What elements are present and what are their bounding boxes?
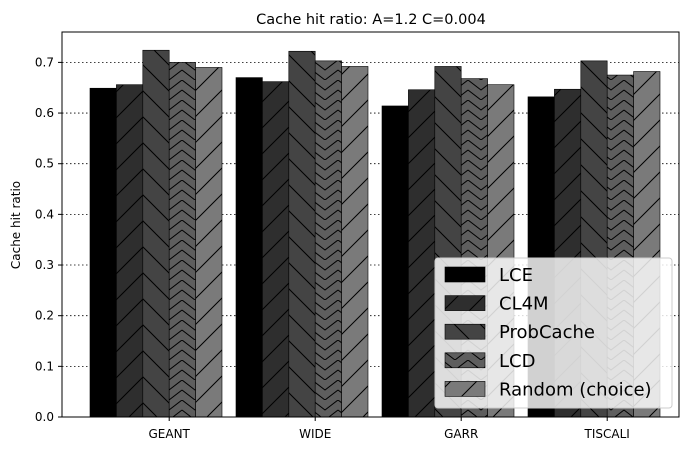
y-tick-label: 0.3 [35,258,54,272]
bar [314,60,342,418]
bar [89,87,117,418]
legend-swatch [444,323,486,340]
y-tick-label: 0.1 [35,359,54,373]
legend-box [434,257,673,409]
bar [341,66,369,418]
bar [408,89,436,418]
y-tick-label: 0.5 [35,157,54,171]
legend-label: LCD [499,351,535,372]
bar [381,105,409,418]
legend-item: ProbCache [444,322,595,343]
x-tick-label: GEANT [148,427,190,441]
legend-swatch [444,295,486,311]
gridlines [62,61,679,367]
legend-swatch [444,352,486,369]
bar [142,49,170,418]
bar [195,67,223,418]
legend-label: Random (choice) [499,379,652,400]
y-tick-label: 0.0 [35,410,54,424]
y-tick-label: 0.2 [35,309,54,323]
x-tick-label: TISCALI [584,427,630,441]
chart-title: Cache hit ratio: A=1.2 C=0.004 [256,12,486,28]
legend-label: CL4M [499,294,549,315]
y-tick-label: 0.4 [35,207,54,221]
bar [116,84,144,418]
bar [288,50,316,418]
x-tick-label: GARR [444,427,478,441]
bar [168,62,196,418]
legend-swatch [444,266,486,283]
y-tick-label: 0.7 [35,55,54,69]
legend-swatch [444,381,486,397]
legend-item: LCD [444,351,535,372]
legend-item: Random (choice) [444,379,652,400]
bar [235,77,263,418]
y-axis-label: Cache hit ratio [9,181,23,269]
plot-frame [61,31,680,418]
legend-item: CL4M [444,294,549,315]
x-tick-label: WIDE [299,427,331,441]
y-tick-label: 0.6 [35,106,54,120]
legend-label: ProbCache [499,322,595,343]
legend: LCE CL4M ProbCache LCD Random (choice) [434,257,673,409]
axes: 0.0 0.1 0.2 0.3 0.4 0.5 0.6 0.7 GEANT WIDE GARR TIS… [35,31,680,441]
bar [262,81,290,418]
legend-item: LCE [444,265,533,286]
legend-label: LCE [499,265,533,286]
